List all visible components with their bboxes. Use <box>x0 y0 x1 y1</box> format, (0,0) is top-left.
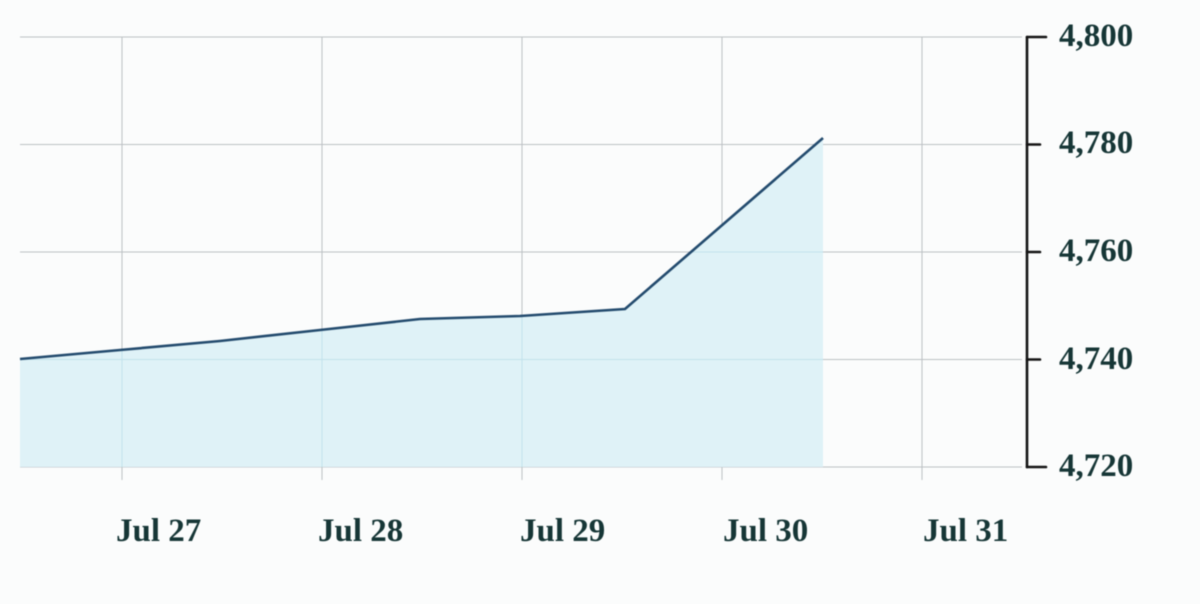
svg-text:Jul 30: Jul 30 <box>723 513 808 549</box>
svg-text:4,800: 4,800 <box>1059 18 1133 54</box>
svg-text:4,740: 4,740 <box>1059 341 1133 377</box>
svg-text:4,760: 4,760 <box>1059 233 1133 269</box>
svg-text:Jul 31: Jul 31 <box>923 513 1008 549</box>
svg-text:Jul 27: Jul 27 <box>116 513 201 549</box>
svg-text:4,780: 4,780 <box>1059 125 1133 161</box>
svg-text:Jul 28: Jul 28 <box>318 513 403 549</box>
svg-text:Jul 29: Jul 29 <box>520 513 605 549</box>
svg-text:4,720: 4,720 <box>1059 448 1133 484</box>
